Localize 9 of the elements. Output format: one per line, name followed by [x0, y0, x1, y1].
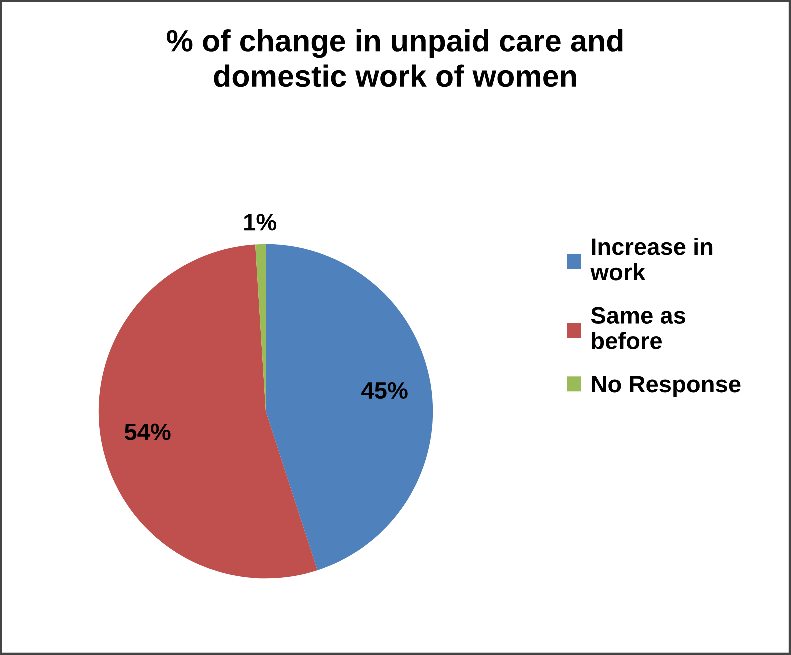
pie-slice — [266, 244, 434, 570]
legend-label: Same as before — [591, 307, 686, 350]
legend-label: No Response — [592, 376, 741, 398]
pie-slice — [98, 244, 318, 579]
data-label: 1% — [244, 214, 277, 231]
data-label: 45% — [362, 382, 408, 400]
data-label: 54% — [124, 424, 171, 440]
chart-title: % of change in unpaid care and domestic work of women — [167, 29, 623, 88]
legend-label: Increase in work — [590, 238, 713, 281]
